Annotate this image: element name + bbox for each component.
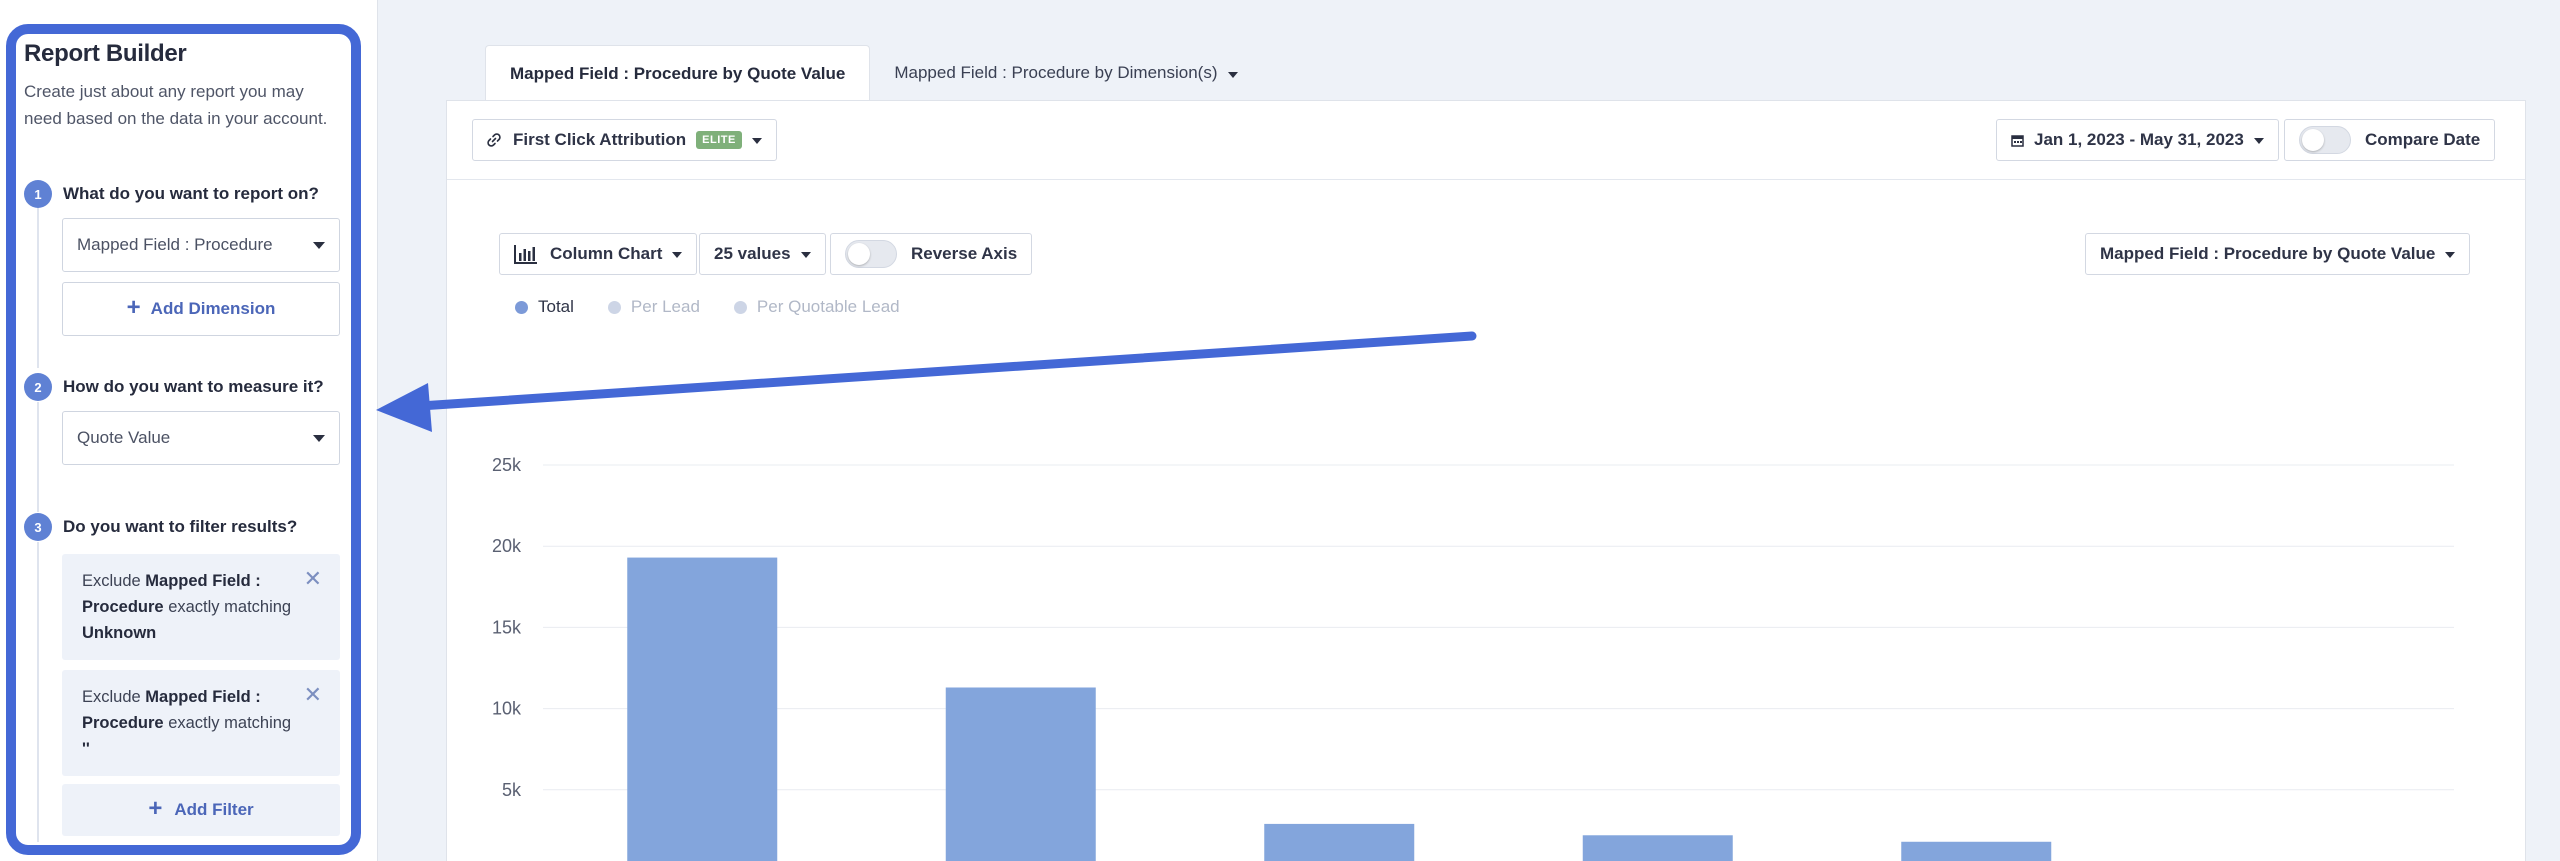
chevron-down-icon bbox=[672, 252, 683, 258]
attribution-label: First Click Attribution bbox=[513, 130, 687, 149]
sidebar-title: Report Builder bbox=[24, 40, 187, 67]
y-tick-label: 15k bbox=[492, 617, 522, 637]
chevron-down-icon bbox=[800, 252, 811, 258]
chart-type-dropdown[interactable]: Column Chart bbox=[499, 233, 698, 275]
reverse-axis-label: Reverse Axis bbox=[911, 244, 1018, 263]
step-connector bbox=[37, 402, 39, 512]
filter-value: Unknown bbox=[82, 624, 157, 642]
step-2: 2 How do you want to measure it? bbox=[24, 373, 324, 401]
legend-item-per-lead[interactable]: Per Lead bbox=[607, 297, 700, 317]
bar-crown bbox=[945, 687, 1096, 861]
bar-chart-icon bbox=[514, 245, 537, 264]
date-range-label: Jan 1, 2023 - May 31, 2023 bbox=[2034, 130, 2244, 149]
chart-legend: Total Per Lead Per Quotable Lead bbox=[515, 297, 900, 317]
elite-badge: ELITE bbox=[696, 131, 742, 149]
step-number: 2 bbox=[24, 373, 52, 401]
add-filter-button[interactable]: + Add Filter bbox=[62, 784, 340, 836]
step-label: What do you want to report on? bbox=[63, 184, 319, 203]
filter-prefix: Exclude bbox=[82, 572, 146, 590]
series-select-dropdown[interactable]: Mapped Field : Procedure by Quote Value bbox=[2085, 233, 2471, 275]
legend-item-total[interactable]: Total bbox=[515, 297, 574, 317]
compare-date-label: Compare Date bbox=[2365, 130, 2481, 149]
filter-field: Mapped Field : Procedure bbox=[82, 688, 261, 732]
filter-operator: exactly matching bbox=[163, 714, 292, 732]
y-tick-label: 10k bbox=[492, 699, 522, 719]
bar-pediatric-patient bbox=[1582, 835, 1733, 861]
caret-down-icon bbox=[313, 435, 325, 442]
values-count-dropdown[interactable]: 25 values bbox=[699, 233, 826, 275]
y-tick-label: 5k bbox=[502, 780, 522, 800]
bar-implant bbox=[627, 557, 778, 861]
chart-type-label: Column Chart bbox=[550, 244, 663, 263]
remove-filter-icon[interactable]: ✕ bbox=[303, 566, 322, 591]
tab-procedure-by-quote-value[interactable]: Mapped Field : Procedure by Quote Value bbox=[485, 45, 871, 101]
legend-dot bbox=[515, 300, 528, 314]
step-connector bbox=[37, 208, 39, 368]
report-on-value: Mapped Field : Procedure bbox=[77, 235, 273, 254]
filter-prefix: Exclude bbox=[82, 688, 146, 706]
tab-label: Mapped Field : Procedure by Dimension(s) bbox=[894, 63, 1218, 82]
legend-label: Per Quotable Lead bbox=[756, 297, 900, 316]
chevron-down-icon bbox=[1227, 71, 1238, 78]
legend-item-per-quotable-lead[interactable]: Per Quotable Lead bbox=[733, 297, 900, 317]
report-tabs: Mapped Field : Procedure by Quote Value … bbox=[485, 45, 1262, 101]
tab-procedure-by-dimensions[interactable]: Mapped Field : Procedure by Dimension(s) bbox=[870, 45, 1261, 101]
step-3: 3 Do you want to filter results? bbox=[24, 513, 297, 541]
report-panel: First Click Attribution ELITE Jan 1, 202… bbox=[446, 100, 2526, 861]
step-label: How do you want to measure it? bbox=[63, 377, 324, 396]
filter-card: Exclude Mapped Field : Procedure exactly… bbox=[62, 670, 340, 776]
step-number: 3 bbox=[24, 513, 52, 541]
add-filter-label: Add Filter bbox=[174, 800, 254, 819]
reverse-axis-toggle[interactable]: Reverse Axis bbox=[830, 233, 1033, 275]
legend-label: Total bbox=[538, 297, 574, 316]
add-dimension-label: Add Dimension bbox=[150, 299, 276, 318]
plus-icon: + bbox=[148, 795, 163, 822]
bar-veneer bbox=[1264, 823, 1415, 861]
toggle-switch[interactable] bbox=[2299, 126, 2351, 154]
sidebar-header: Report Builder Create just about any rep… bbox=[24, 40, 342, 132]
step-number: 1 bbox=[24, 180, 52, 208]
measure-select[interactable]: Quote Value bbox=[62, 411, 340, 465]
measure-value: Quote Value bbox=[77, 428, 171, 447]
filter-field: Mapped Field : Procedure bbox=[82, 572, 261, 616]
chevron-down-icon bbox=[2253, 138, 2264, 144]
date-range-picker[interactable]: Jan 1, 2023 - May 31, 2023 bbox=[1996, 119, 2279, 161]
filter-card: Exclude Mapped Field : Procedure exactly… bbox=[62, 554, 340, 660]
add-dimension-button[interactable]: + Add Dimension bbox=[62, 282, 340, 336]
filter-operator: exactly matching bbox=[163, 598, 292, 616]
step-1: 1 What do you want to report on? bbox=[24, 180, 319, 208]
report-on-select[interactable]: Mapped Field : Procedure bbox=[62, 218, 340, 272]
attribution-dropdown[interactable]: First Click Attribution ELITE bbox=[472, 119, 777, 161]
bar-root-canal bbox=[1901, 841, 2052, 861]
sidebar-description: Create just about any report you may nee… bbox=[24, 82, 328, 128]
caret-down-icon bbox=[313, 242, 325, 249]
chevron-down-icon bbox=[751, 138, 762, 144]
legend-dot bbox=[733, 300, 747, 314]
plus-icon: + bbox=[126, 294, 141, 321]
toggle-switch[interactable] bbox=[845, 240, 897, 268]
legend-label: Per Lead bbox=[630, 297, 700, 316]
report-builder-sidebar: Report Builder Create just about any rep… bbox=[0, 0, 378, 861]
step-label: Do you want to filter results? bbox=[63, 517, 298, 536]
link-icon bbox=[487, 133, 501, 147]
filter-value: '' bbox=[82, 740, 90, 758]
compare-date-toggle[interactable]: Compare Date bbox=[2284, 119, 2496, 161]
column-chart: 05k10k15k20k25kImplantCrownVeneerPediatr… bbox=[492, 455, 2454, 861]
toolbar-divider bbox=[447, 179, 2525, 180]
y-tick-label: 20k bbox=[492, 536, 522, 556]
values-count-label: 25 values bbox=[714, 244, 791, 263]
chevron-down-icon bbox=[2445, 252, 2456, 258]
calendar-icon bbox=[2011, 134, 2024, 147]
series-select-label: Mapped Field : Procedure by Quote Value bbox=[2100, 244, 2436, 263]
step-connector bbox=[37, 542, 39, 842]
y-tick-label: 25k bbox=[492, 455, 522, 475]
tab-label: Mapped Field : Procedure by Quote Value bbox=[510, 63, 846, 83]
legend-dot bbox=[607, 300, 621, 314]
remove-filter-icon[interactable]: ✕ bbox=[303, 682, 322, 707]
